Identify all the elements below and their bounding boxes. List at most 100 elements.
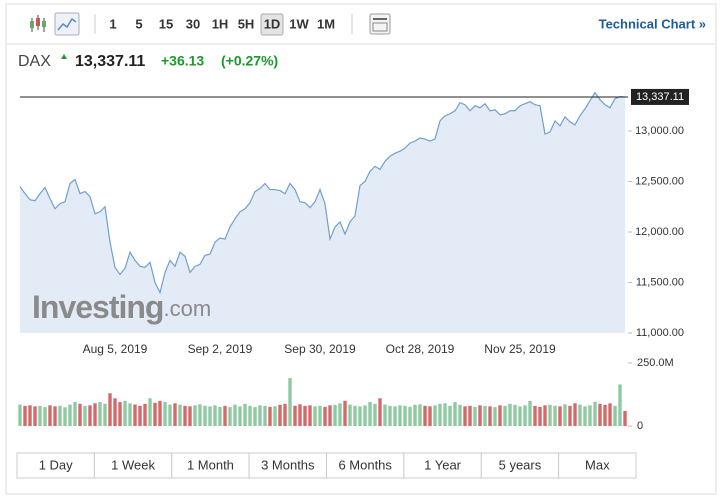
up-arrow — [61, 54, 67, 59]
volume-bar — [418, 404, 422, 426]
volume-bar — [218, 406, 222, 426]
volume-bar — [503, 405, 507, 426]
volume-bar — [128, 403, 132, 426]
line-icon[interactable] — [54, 12, 80, 36]
range-button-label[interactable]: 1 Week — [111, 457, 155, 472]
x-tick-label: Aug 5, 2019 — [83, 342, 148, 356]
volume-bar — [293, 405, 297, 426]
volume-bar — [213, 405, 217, 426]
range-button[interactable] — [93, 452, 173, 479]
volume-bar — [278, 404, 282, 426]
volume-bar — [358, 406, 362, 426]
volume-bar — [313, 406, 317, 426]
technical-chart-link[interactable]: Technical Chart » — [599, 16, 706, 31]
volume-bar — [238, 406, 242, 426]
period-button[interactable]: 1H — [212, 16, 229, 31]
volume-bar — [318, 405, 322, 426]
period-button[interactable]: 30 — [186, 16, 200, 31]
volume-bar — [63, 407, 67, 426]
y-tick-label: 12,000.00 — [635, 226, 684, 238]
range-button-label[interactable]: 3 Months — [261, 457, 315, 472]
area-fill — [20, 92, 625, 333]
range-button-label[interactable]: 5 years — [499, 457, 542, 472]
range-button-label[interactable]: 1 Month — [187, 457, 234, 472]
volume-bar — [548, 404, 552, 426]
volume-bar — [78, 403, 82, 426]
range-button[interactable] — [480, 452, 560, 479]
period-button[interactable]: 1M — [317, 16, 335, 31]
y-tick-label: 11,500.00 — [636, 276, 684, 288]
range-button[interactable] — [171, 452, 250, 479]
volume-bar — [563, 404, 567, 426]
volume-bar — [373, 403, 377, 426]
volume-bar — [178, 404, 182, 426]
period-button[interactable]: 5 — [135, 16, 142, 31]
volume-bar — [508, 403, 512, 426]
widget-border — [5, 3, 717, 495]
volume-bar — [513, 404, 517, 426]
volume-bar — [473, 406, 477, 426]
volume-bar — [263, 405, 267, 426]
volume-bar — [378, 398, 382, 426]
volume-bar — [568, 405, 572, 426]
range-button[interactable] — [16, 452, 95, 479]
volume-bar — [103, 403, 107, 426]
volume-bar — [608, 403, 612, 426]
y-tick-label: 13,000.00 — [635, 125, 684, 137]
volume-bar — [538, 406, 542, 426]
layout-icon[interactable] — [369, 13, 391, 35]
period-button[interactable]: 1 — [109, 16, 116, 31]
current-price-label: 13,337.11 — [636, 91, 684, 103]
volume-bar — [158, 400, 162, 426]
volume-bar — [268, 406, 272, 426]
period-button[interactable]: 1D — [264, 16, 281, 31]
range-button-label[interactable]: 6 Months — [338, 457, 392, 472]
volume-bar — [403, 405, 407, 426]
volume-bar — [438, 403, 442, 426]
volume-bar — [623, 410, 627, 426]
range-button[interactable] — [326, 452, 405, 479]
volume-bar — [253, 407, 257, 426]
volume-bar — [368, 402, 372, 426]
volume-bar — [38, 405, 42, 426]
period-button[interactable]: 1W — [289, 16, 309, 31]
volume-bar — [198, 404, 202, 426]
volume-bar — [463, 406, 467, 426]
volume-bar — [93, 403, 97, 426]
volume-bar — [288, 378, 292, 426]
volume-bar — [393, 406, 397, 426]
volume-bar — [58, 405, 62, 426]
range-button[interactable] — [403, 452, 482, 479]
volume-bar — [223, 405, 227, 426]
range-button[interactable] — [558, 452, 637, 479]
volume-bar — [73, 402, 77, 426]
volume-bar — [613, 405, 617, 426]
period-selected-box — [260, 13, 284, 36]
volume-bar — [518, 406, 522, 426]
volume-bar — [338, 403, 342, 426]
range-button[interactable] — [248, 452, 327, 479]
change-percent: (+0.27%) — [221, 53, 278, 69]
volume-bar — [28, 405, 32, 426]
candle-icon[interactable] — [30, 15, 46, 32]
volume-bar — [173, 403, 177, 426]
volume-bar — [588, 405, 592, 426]
volume-bar — [243, 403, 247, 426]
volume-bar — [123, 400, 127, 426]
volume-bar — [348, 404, 352, 426]
period-button[interactable]: 15 — [159, 16, 173, 31]
range-button-label[interactable]: Max — [585, 457, 610, 472]
volume-bar — [98, 402, 102, 426]
volume-bar — [193, 405, 197, 426]
volume-bar — [573, 403, 577, 426]
range-button-label[interactable]: 1 Year — [424, 457, 462, 472]
volume-bar — [523, 405, 527, 426]
current-price-box — [631, 88, 689, 105]
range-button-label[interactable]: 1 Day — [39, 457, 73, 472]
period-button[interactable]: 5H — [238, 16, 255, 31]
volume-bar — [18, 404, 22, 426]
volume-bar — [413, 404, 417, 426]
volume-bar — [258, 405, 262, 426]
volume-bar — [203, 405, 207, 426]
volume-bar — [578, 404, 582, 426]
